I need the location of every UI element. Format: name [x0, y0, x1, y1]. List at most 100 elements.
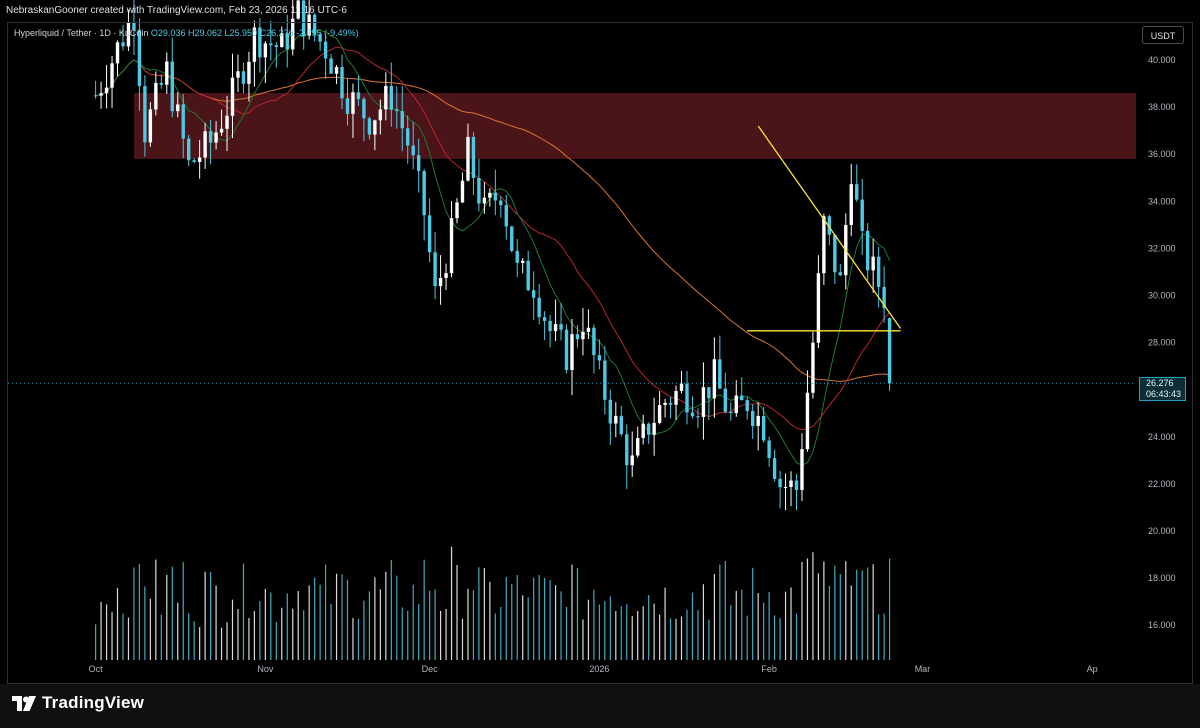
candle-body: [553, 324, 558, 332]
candle-body: [526, 260, 530, 291]
volume-bar: [587, 599, 590, 660]
candle-body: [887, 318, 892, 384]
y-tick-label: 38.000: [1148, 102, 1176, 112]
volume-bar: [505, 576, 507, 660]
candle-body: [323, 41, 328, 59]
volume-bar: [850, 585, 852, 660]
volume-bar: [538, 575, 540, 660]
candle-body: [121, 42, 125, 47]
candle-body: [285, 33, 289, 50]
candle-body: [154, 82, 158, 110]
volume-bar: [719, 564, 721, 660]
candle-body: [745, 400, 749, 412]
candle-body: [723, 388, 728, 412]
candle-body: [756, 415, 760, 427]
volume-bar: [226, 622, 228, 660]
candle-body: [729, 411, 733, 414]
candle-body: [751, 411, 755, 427]
candle-body: [225, 115, 229, 129]
candle-body: [329, 58, 333, 74]
volume-bar: [210, 572, 212, 660]
volume-bar: [637, 611, 639, 660]
volume-bar: [105, 604, 108, 660]
volume-bar: [144, 586, 146, 660]
volume-bar: [812, 552, 814, 660]
x-tick-label: Ap: [1087, 664, 1098, 674]
candle-body: [641, 423, 645, 439]
volume-bar: [664, 587, 666, 660]
volume-bar: [166, 574, 168, 660]
brand-name: TradingView: [42, 693, 145, 712]
volume-bar: [724, 560, 726, 660]
candle-body: [159, 82, 164, 85]
volume-bar: [314, 577, 316, 660]
candle-body: [625, 434, 629, 466]
candle-body: [575, 334, 580, 340]
volume-bar: [368, 591, 370, 660]
x-tick-label: Dec: [422, 664, 439, 674]
currency-unit-button[interactable]: USDT: [1142, 26, 1184, 44]
volume-bar: [461, 618, 464, 660]
volume-bar: [248, 617, 250, 660]
candle-body: [296, 0, 300, 19]
volume-bar: [193, 621, 195, 660]
volume-bar: [429, 590, 431, 660]
candle-body: [176, 104, 180, 112]
volume-bar: [516, 574, 518, 660]
volume-bar: [620, 606, 622, 660]
candle-body: [586, 327, 591, 332]
candle-body: [707, 387, 711, 399]
candle-body: [373, 120, 377, 135]
candle-body: [148, 109, 153, 143]
y-tick-label: 30.000: [1148, 291, 1176, 301]
volume-bar: [308, 585, 310, 660]
volume-bar: [412, 584, 414, 660]
volume-bar: [220, 627, 223, 660]
candle-body: [197, 157, 202, 162]
candle-body: [192, 160, 196, 162]
volume-bar: [527, 597, 529, 660]
volume-bar: [127, 617, 130, 660]
candle-body: [510, 226, 514, 251]
candle-body: [493, 192, 498, 201]
candle-body: [384, 85, 388, 110]
candle-body: [767, 440, 771, 459]
volume-bar: [861, 570, 863, 660]
candle-body: [860, 199, 864, 231]
volume-bar: [604, 601, 606, 660]
volume-bar: [281, 607, 283, 660]
volume-bar: [270, 592, 272, 660]
candle-body: [307, 14, 311, 36]
y-tick-label: 24.000: [1148, 432, 1176, 442]
volume-bar: [390, 559, 392, 660]
candle-body: [805, 392, 810, 450]
candle-body: [274, 45, 279, 48]
volume-bar: [795, 613, 798, 660]
candle-body: [471, 136, 476, 179]
candle-body: [882, 286, 886, 308]
volume-bar: [231, 599, 234, 660]
candle-body: [614, 415, 618, 424]
candle-body: [564, 329, 569, 370]
candle-body: [740, 395, 744, 401]
volume-bar: [878, 614, 880, 660]
volume-bar: [100, 601, 102, 660]
credit-text: NebraskanGooner created with TradingView…: [6, 5, 347, 16]
candle-body: [794, 480, 799, 490]
candle-body: [679, 383, 684, 392]
volume-bar: [554, 585, 557, 660]
volume-bar: [330, 603, 332, 660]
footer-bar: [0, 684, 1200, 728]
volume-bar: [839, 574, 841, 660]
candle-body: [674, 391, 678, 405]
volume-bar: [494, 613, 496, 660]
tradingview-logo[interactable]: TradingView: [12, 693, 144, 713]
volume-bar: [757, 592, 759, 660]
volume-bar: [609, 596, 611, 660]
high-value: H29.062: [187, 28, 222, 38]
candle-body: [646, 423, 651, 435]
close-value: C26.276: [259, 28, 294, 38]
x-tick-label: Nov: [257, 664, 274, 674]
candle-body: [482, 197, 487, 204]
